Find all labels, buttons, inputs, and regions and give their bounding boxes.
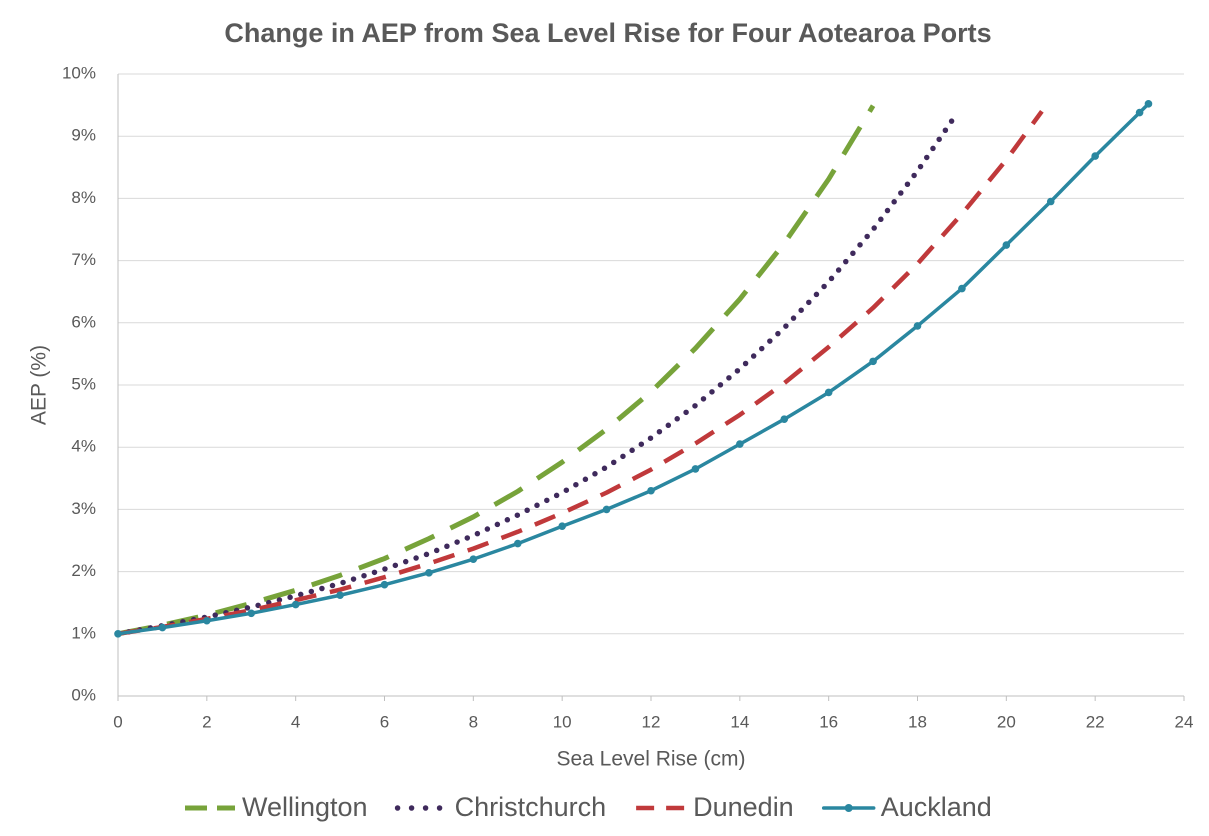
y-tick-label: 5% — [71, 374, 96, 393]
data-point — [913, 322, 922, 330]
data-point — [691, 465, 700, 473]
y-tick-label: 8% — [71, 188, 96, 207]
x-tick-label: 16 — [819, 712, 838, 731]
x-tick-label: 22 — [1086, 712, 1105, 731]
data-point — [1046, 197, 1055, 206]
data-point — [114, 630, 122, 638]
series-line — [116, 102, 1151, 636]
series-line — [115, 109, 961, 637]
x-tick-label: 14 — [730, 712, 749, 731]
y-tick-label: 2% — [71, 561, 96, 580]
legend-label: Auckland — [881, 792, 992, 822]
x-tick-label: 4 — [291, 712, 300, 731]
data-point — [247, 609, 256, 618]
data-point — [824, 388, 833, 397]
data-point — [380, 580, 389, 589]
x-tick-label: 10 — [553, 712, 572, 731]
legend-label: Dunedin — [693, 792, 794, 822]
x-tick-label: 2 — [202, 712, 211, 731]
x-tick-label: 6 — [380, 712, 389, 731]
data-point — [425, 569, 433, 577]
legend-item: Auckland — [821, 792, 992, 822]
data-point — [513, 539, 522, 548]
y-tick-label: 7% — [71, 250, 96, 269]
y-tick-label: 3% — [71, 499, 96, 518]
data-point — [1002, 241, 1011, 249]
data-point — [736, 440, 744, 448]
legend-item: Christchurch — [394, 792, 607, 822]
y-tick-label: 6% — [71, 312, 96, 331]
data-point — [1144, 100, 1153, 108]
y-tick-label: 4% — [71, 437, 96, 456]
chart-title: Change in AEP from Sea Level Rise for Fo… — [224, 18, 991, 48]
series-line — [117, 104, 876, 637]
data-point — [158, 623, 167, 632]
y-tick-label: 9% — [71, 126, 96, 145]
data-point — [1091, 152, 1099, 160]
data-point — [869, 357, 877, 366]
y-tick-label: 1% — [71, 623, 96, 642]
data-point — [602, 505, 611, 514]
y-tick-label: 10% — [62, 63, 96, 82]
data-point — [336, 591, 344, 600]
x-tick-label: 8 — [469, 712, 478, 731]
legend-item: Dunedin — [636, 792, 794, 822]
x-tick-label: 20 — [997, 712, 1016, 731]
data-point — [558, 522, 566, 530]
data-point — [291, 600, 300, 609]
data-point — [1135, 108, 1144, 117]
x-tick-label: 18 — [908, 712, 927, 731]
data-point — [780, 415, 789, 424]
data-point — [203, 616, 211, 625]
data-point — [647, 486, 655, 495]
legend-item: Wellington — [185, 792, 368, 822]
x-axis-label: Sea Level Rise (cm) — [556, 748, 745, 771]
y-tick-label: 0% — [71, 685, 96, 704]
x-tick-label: 0 — [113, 712, 122, 731]
data-point — [958, 284, 966, 293]
legend-marker — [844, 804, 853, 812]
legend-label: Wellington — [242, 792, 368, 822]
series-line — [117, 109, 1044, 637]
y-axis-label: AEP (%) — [28, 345, 51, 425]
data-point — [469, 555, 478, 563]
x-tick-label: 12 — [642, 712, 661, 731]
x-tick-label: 24 — [1175, 712, 1194, 731]
legend-label: Christchurch — [455, 792, 607, 822]
